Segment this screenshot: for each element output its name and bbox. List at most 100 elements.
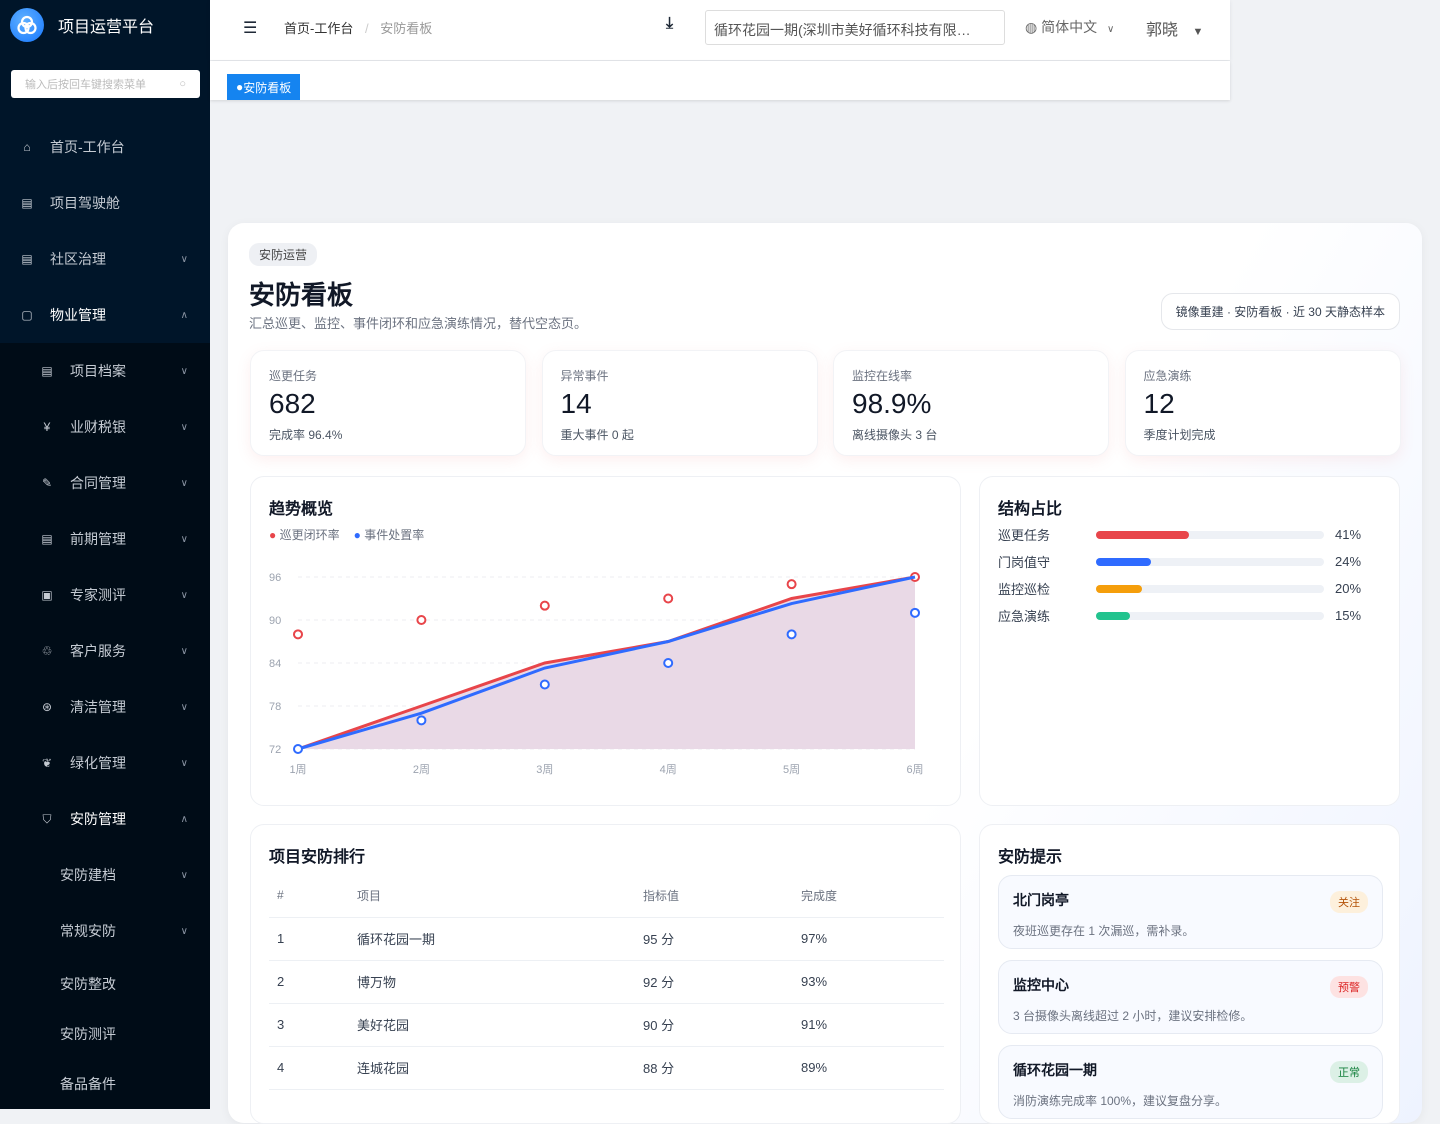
chevron-down-icon: ∨ [180,253,188,265]
structure-label: 应急演练 [998,609,1051,624]
table-row[interactable]: 4 连城花园 88 分 89% [269,1046,944,1090]
sidebar-item[interactable]: ⌂ 首页-工作台 [0,119,210,175]
structure-panel: 结构占比 巡更任务 41% 门岗值守 24% 监控巡检 20% 应急演练 15% [979,476,1400,806]
kpi-card: 异常事件 14 重大事件 0 起 [541,350,818,456]
structure-row: 巡更任务 41% [998,525,1361,544]
table-cell: 88 分 [635,1046,793,1090]
tips-panel: 安防提示 北门岗亭 夜班巡更存在 1 次漏巡，需补录。 关注 监控中心 3 台摄像头离线… [979,824,1400,1124]
search-icon: ○ [179,78,186,90]
structure-label: 监控巡检 [998,582,1051,597]
sidebar-item[interactable]: ▢ 物业管理 ∧ [0,287,210,343]
kpi-label: 巡更任务 [269,369,318,383]
globe-icon: ◍ [1025,19,1038,35]
tag-label: 安防看板 [243,80,292,95]
sidebar-subitem[interactable]: 安防建档 ∨ [0,847,210,903]
y-tick-label: 78 [269,701,281,713]
structure-pct: 15% [1335,608,1362,623]
structure-bar-track [1096,611,1324,620]
sidebar-subitem[interactable]: ⊛ 清洁管理 ∨ [0,679,210,735]
y-tick-label: 90 [269,615,281,627]
sidebar-subitem[interactable]: ▤ 前期管理 ∨ [0,511,210,567]
page-badge: 安防运营 [249,243,318,266]
project-select[interactable]: 循环花园一期(深圳市美好循环科技有限… [705,10,1005,45]
tip-card[interactable]: 监控中心 3 台摄像头离线超过 2 小时，建议安排检修。 预警 [998,960,1383,1034]
submenu: ▤ 项目档案 ∨ ¥ 业财税银 ∨ ✎ 合同管理 ∨ ▤ 前期管理 ∨ ▣ 专家测评 ∨ ♲ 客户服务 ∨ ⊛ 清洁管… [0,343,210,1109]
tip-card[interactable]: 循环花园一期 消防演练完成率 100%，建议复盘分享。 正常 [998,1045,1383,1119]
data-point [293,629,303,640]
menu-fold-icon[interactable]: ☰ [243,20,258,37]
structure-row: 监控巡检 20% [998,579,1361,598]
sidebar-subitem[interactable]: ▣ 专家测评 ∨ [0,567,210,623]
language-select[interactable]: ◍ 简体中文 ∨ [1025,17,1114,37]
table-cell: 92 分 [635,960,793,1004]
structure-bar-fill [1096,530,1190,539]
kpi-label: 监控在线率 [852,369,913,383]
tag-active[interactable]: ● 安防看板 [227,74,301,100]
data-point [539,679,550,690]
kpi-sub: 重大事件 0 起 [560,428,634,442]
table-row[interactable]: 2 博万物 92 分 93% [269,960,944,1004]
menu-search-input[interactable]: 输入后按回车键搜索菜单 ○ [11,70,200,98]
structure-row: 应急演练 15% [998,606,1361,625]
data-point [416,715,427,726]
tip-title: 监控中心 [1013,977,1069,993]
sidebar-item-label: 物业管理 [50,307,106,323]
column-header: 项目 [349,874,635,918]
tip-badge: 预警 [1330,976,1368,998]
table-cell: 89% [793,1046,944,1090]
sidebar-subitem[interactable]: ⛉ 安防管理 ∧ [0,791,210,847]
table-cell: 97% [793,917,944,961]
tags-bar: ● 安防看板 [210,61,1230,100]
breadcrumb-home[interactable]: 首页-工作台 [284,21,354,36]
ranking-table: # 项目 指标值 完成度 1 循环花园一期 95 分 97% 2 博万物 92 分 93% 3 美好花园 9… [269,874,944,1090]
sidebar-subitem[interactable]: ✎ 合同管理 ∨ [0,455,210,511]
yuan-icon: ¥ [43,420,51,434]
sidebar-item-label: 清洁管理 [70,699,126,715]
ranking-title: 项目安防排行 [269,849,366,866]
chevron-down-icon: ∨ [180,365,188,377]
sidebar-subitem[interactable]: ▤ 项目档案 ∨ [0,343,210,399]
tips-title: 安防提示 [998,849,1063,866]
sidebar-item[interactable]: ▤ 项目驾驶舱 [0,175,210,231]
sidebar-subitem[interactable]: 常规安防 ∨ [0,903,210,959]
app-logo[interactable]: 项目运营平台 [0,0,210,50]
x-tick-label: 6周 [906,763,923,776]
column-header: 完成度 [793,874,944,918]
sidebar-subitem[interactable]: 安防测评 [0,1009,210,1059]
sidebar-item-label: 项目驾驶舱 [50,195,120,211]
x-tick-label: 1周 [289,763,306,776]
sidebar-subitem[interactable]: ¥ 业财税银 ∨ [0,399,210,455]
sidebar-subitem[interactable]: ❦ 绿化管理 ∨ [0,735,210,791]
column-header: # [269,874,349,918]
sidebar-item-label: 安防建档 [60,867,116,883]
data-point [663,593,674,604]
structure-bar-track [1096,530,1324,539]
chart-legend: ● 巡更闭环率 ● 事件处置率 [269,526,424,543]
sidebar: 项目运营平台 输入后按回车键搜索菜单 ○ ⌂ 首页-工作台 ▤ 项目驾驶舱 ▤ 社区治理 ∨ ▢… [0,0,210,1109]
caret-down-icon: ▼ [1192,26,1204,38]
property-icon: ▢ [21,308,33,322]
tip-desc: 夜班巡更存在 1 次漏巡，需补录。 [1013,924,1195,938]
table-row[interactable]: 3 美好花园 90 分 91% [269,1003,944,1047]
data-point [786,629,797,640]
chevron-down-icon: ∨ [180,477,188,489]
user-menu[interactable]: 郭晓 ▼ [1146,16,1203,40]
legend-item[interactable]: ● 巡更闭环率 [269,528,340,542]
tip-card[interactable]: 北门岗亭 夜班巡更存在 1 次漏巡，需补录。 关注 [998,875,1383,949]
table-row[interactable]: 1 循环花园一期 95 分 97% [269,917,944,961]
structure-row: 门岗值守 24% [998,552,1361,571]
legend-item[interactable]: ● 事件处置率 [353,528,425,542]
sidebar-menu: ⌂ 首页-工作台 ▤ 项目驾驶舱 ▤ 社区治理 ∨ ▢ 物业管理 ∧ ▤ 项目档案 ∨ ¥ 业财税银 ∨ ✎ 合同… [0,119,210,1109]
breadcrumb-current: 安防看板 [380,21,433,36]
sidebar-item[interactable]: ▤ 社区治理 ∨ [0,231,210,287]
tip-badge: 正常 [1330,1061,1368,1083]
download-icon[interactable]: ⤓ [666,15,674,32]
table-cell: 95 分 [635,917,793,961]
table-cell: 93% [793,960,944,1004]
table-cell: 1 [269,917,349,961]
sidebar-subitem[interactable]: 备品备件 [0,1059,210,1109]
top-header: ☰ 首页-工作台 / 安防看板 ⤓ 循环花园一期(深圳市美好循环科技有限… ◍ … [210,0,1230,60]
sidebar-subitem[interactable]: ♲ 客户服务 ∨ [0,623,210,679]
series-line [297,575,916,751]
sidebar-subitem[interactable]: 安防整改 [0,959,210,1009]
